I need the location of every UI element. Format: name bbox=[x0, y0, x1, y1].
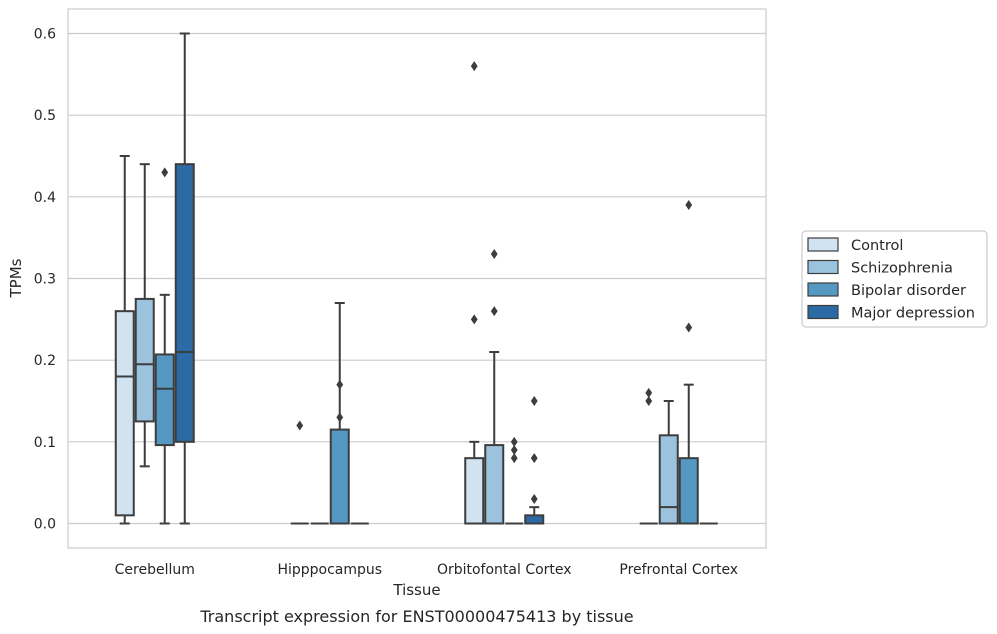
box-body bbox=[678, 457, 699, 525]
legend-label: Control bbox=[851, 238, 903, 254]
box-0-0 bbox=[114, 155, 135, 525]
box-3-1 bbox=[658, 400, 679, 525]
box-3-2 bbox=[678, 200, 699, 525]
box-body bbox=[154, 353, 175, 447]
box-body bbox=[329, 428, 350, 525]
legend-label: Major depression bbox=[851, 306, 975, 322]
box-body bbox=[524, 514, 545, 525]
legend-label: Bipolar disorder bbox=[851, 283, 966, 299]
legend-swatch bbox=[807, 282, 839, 297]
outlier-point bbox=[161, 167, 169, 178]
outlier-point bbox=[685, 322, 693, 333]
legend-frame bbox=[801, 230, 988, 328]
x-axis-ticks: Cerebellum Hipppocampus Orbitofontal Corte… bbox=[115, 562, 738, 578]
legend-swatch bbox=[807, 259, 839, 275]
x-tick-label: Orbitofontal Cortex bbox=[437, 562, 572, 578]
y-axis-ticks: 0.0 0.1 0.2 0.3 0.4 0.5 0.6 bbox=[34, 27, 56, 533]
outlier-point bbox=[336, 379, 344, 390]
box-0-3 bbox=[174, 32, 195, 525]
plot-frame bbox=[67, 8, 767, 549]
box-2-0 bbox=[464, 61, 485, 525]
box-2-2 bbox=[505, 436, 524, 525]
outlier-point bbox=[470, 61, 478, 72]
y-tick-label: 0.6 bbox=[34, 27, 56, 43]
y-tick-label: 0.5 bbox=[34, 108, 56, 124]
box-body bbox=[464, 457, 485, 525]
outlier-point bbox=[490, 306, 498, 317]
chart-caption: Transcript expression for ENST0000047541… bbox=[199, 607, 633, 626]
y-tick-label: 0.0 bbox=[34, 517, 56, 533]
box-body bbox=[114, 310, 135, 517]
outlier-point bbox=[510, 445, 518, 455]
box-body bbox=[484, 444, 505, 525]
outlier-point bbox=[530, 494, 538, 504]
outlier-point bbox=[530, 453, 538, 464]
y-tick-label: 0.2 bbox=[34, 353, 56, 369]
outlier-point bbox=[336, 412, 344, 423]
y-axis-title: TPMs bbox=[7, 258, 25, 298]
legend-swatch bbox=[807, 304, 839, 320]
outlier-point bbox=[510, 453, 518, 464]
box-body bbox=[174, 163, 195, 443]
outlier-point bbox=[296, 420, 304, 431]
box-plots bbox=[114, 32, 718, 525]
box-body bbox=[134, 297, 155, 423]
legend: Control Schizophrenia Bipolar disorder Majo… bbox=[801, 230, 988, 328]
outlier-point bbox=[685, 200, 693, 210]
x-tick-label: Prefrontal Cortex bbox=[619, 562, 738, 578]
y-tick-label: 0.1 bbox=[34, 435, 56, 451]
box-1-2 bbox=[329, 302, 350, 525]
y-tick-label: 0.3 bbox=[34, 272, 56, 288]
box-2-3 bbox=[524, 396, 545, 525]
outlier-point bbox=[470, 314, 478, 325]
box-0-2 bbox=[154, 167, 175, 525]
x-axis-title: Tissue bbox=[392, 581, 440, 599]
legend-swatch bbox=[807, 237, 839, 252]
outlier-point bbox=[490, 249, 498, 259]
box-2-1 bbox=[484, 249, 505, 525]
outlier-point bbox=[510, 436, 518, 447]
outlier-point bbox=[645, 396, 653, 406]
legend-label: Schizophrenia bbox=[851, 261, 953, 277]
outlier-point bbox=[645, 387, 653, 398]
x-tick-label: Cerebellum bbox=[115, 562, 195, 578]
box-body bbox=[658, 434, 679, 525]
y-tick-label: 0.4 bbox=[34, 190, 56, 206]
outlier-point bbox=[530, 396, 538, 406]
x-tick-label: Hipppocampus bbox=[277, 562, 382, 578]
box-3-0 bbox=[639, 387, 658, 525]
box-1-0 bbox=[290, 420, 309, 525]
box-0-1 bbox=[134, 163, 155, 468]
